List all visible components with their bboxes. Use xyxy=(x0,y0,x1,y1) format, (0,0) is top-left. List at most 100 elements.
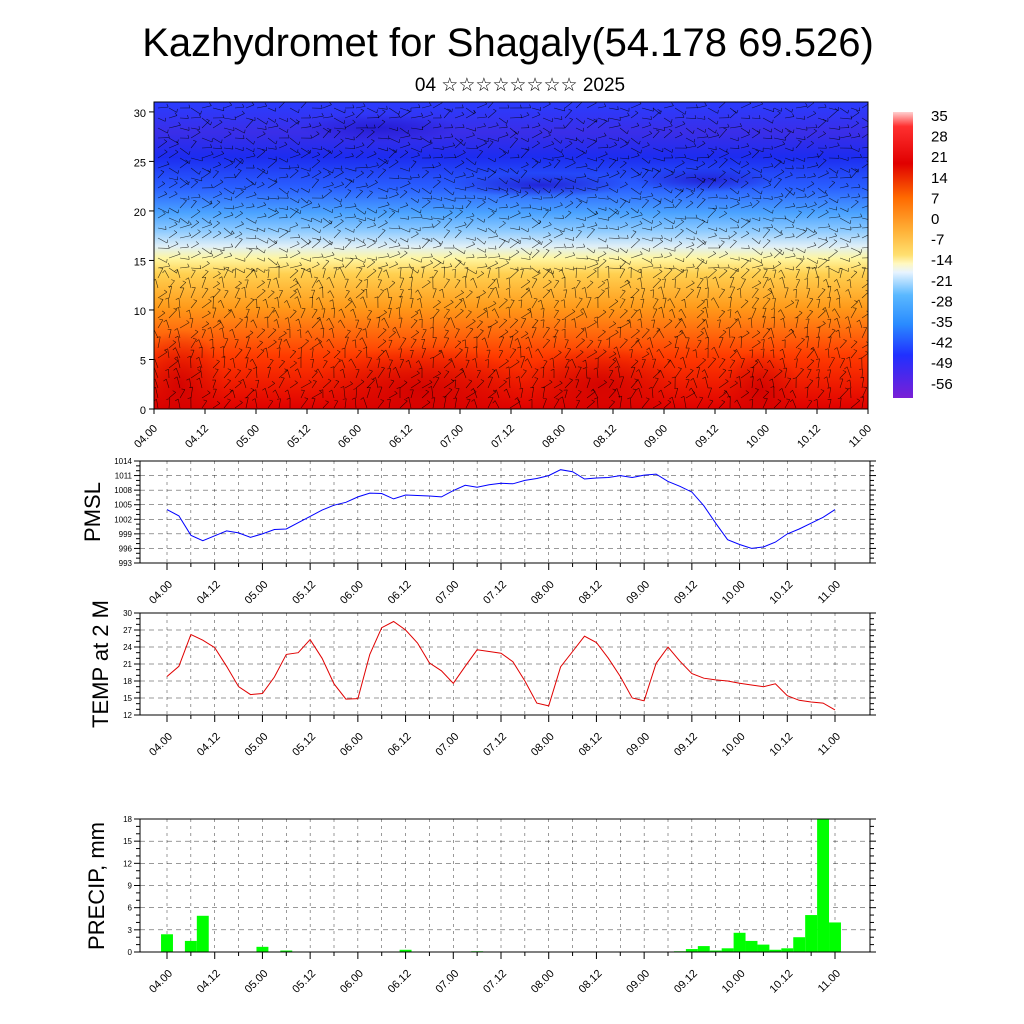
pmsl-frame xyxy=(139,460,871,564)
wind-barb-flag xyxy=(230,243,234,247)
wind-barb xyxy=(472,277,478,289)
wind-barb xyxy=(651,387,654,399)
wind-barb xyxy=(300,187,310,193)
wind-barb-flag xyxy=(824,239,829,242)
wind-barb-flag xyxy=(870,201,872,204)
wind-barb xyxy=(168,115,178,119)
wind-barb-flag xyxy=(541,386,545,388)
precip-bar xyxy=(793,937,806,952)
wind-barb xyxy=(740,392,749,399)
wind-barb xyxy=(782,358,786,369)
wind-barb-flag xyxy=(188,232,192,236)
wind-barb xyxy=(418,360,423,369)
wind-barb-flag xyxy=(726,194,728,199)
wind-barb xyxy=(399,177,412,180)
wind-barb-flag xyxy=(754,360,759,363)
wind-barb-flag xyxy=(860,396,864,398)
wind-barb-flag xyxy=(320,104,323,109)
wind-barb xyxy=(729,157,740,165)
wind-barb xyxy=(696,127,706,133)
wind-barb-flag xyxy=(536,140,540,144)
wind-barb xyxy=(443,301,454,309)
x-tick-label: 10.12 xyxy=(795,423,823,451)
wind-barb-flag xyxy=(253,191,257,195)
wind-barb xyxy=(729,197,740,201)
wind-barb xyxy=(861,396,865,409)
wind-barb xyxy=(637,379,643,389)
wind-barb xyxy=(190,132,201,139)
wind-barb xyxy=(751,247,762,256)
wind-barb xyxy=(355,266,365,269)
wind-barb-flag xyxy=(779,276,783,280)
wind-barb-flag xyxy=(194,329,199,332)
wind-barb xyxy=(157,336,161,349)
wind-barb xyxy=(663,255,672,259)
x-tick-label: 05.00 xyxy=(243,731,271,759)
wind-barb xyxy=(839,185,849,189)
wind-barb xyxy=(575,298,583,309)
wind-barb-flag xyxy=(593,249,596,254)
wind-barb xyxy=(267,237,277,244)
wind-barb-flag xyxy=(239,318,243,321)
wind-barb-flag xyxy=(692,349,696,352)
colorbar-label: -49 xyxy=(931,355,953,372)
wind-barb xyxy=(443,330,449,339)
wind-barb xyxy=(729,177,738,183)
wind-barb-flag xyxy=(494,319,498,323)
wind-barb xyxy=(806,113,817,119)
wind-barb-flag xyxy=(447,317,452,320)
wind-barb xyxy=(278,247,288,253)
wind-barb xyxy=(278,398,281,409)
wind-barb-flag xyxy=(772,209,774,214)
wind-barb-flag xyxy=(407,180,411,184)
wind-barb-flag xyxy=(859,223,862,228)
wind-barb xyxy=(201,255,214,259)
wind-barb xyxy=(232,389,236,399)
wind-barb xyxy=(806,210,815,219)
wind-barb xyxy=(626,279,632,289)
wind-barb xyxy=(322,129,331,139)
wind-barb xyxy=(198,357,203,369)
wind-barb-flag xyxy=(757,378,761,381)
wind-barb xyxy=(564,212,572,219)
wind-barb xyxy=(410,115,423,119)
wind-barb xyxy=(641,329,650,339)
wind-barb-flag xyxy=(760,102,763,105)
wind-barb-flag xyxy=(651,220,653,224)
wind-barb-flag xyxy=(483,140,487,144)
wind-barb xyxy=(190,331,199,339)
wind-barb xyxy=(476,217,485,223)
wind-barb xyxy=(792,399,797,409)
wind-barb-flag xyxy=(668,129,673,132)
wind-barb xyxy=(486,307,489,319)
wind-barb-flag xyxy=(418,318,423,321)
wind-barb-flag xyxy=(287,129,289,133)
wind-barb xyxy=(685,379,690,389)
wind-barb xyxy=(333,215,342,219)
wind-barb-flag xyxy=(580,308,584,311)
wind-barb-flag xyxy=(768,327,772,331)
wind-barb xyxy=(201,247,211,255)
wind-barb xyxy=(836,279,841,289)
wind-barb-flag xyxy=(853,349,858,352)
wind-barb xyxy=(454,247,465,254)
wind-barb-flag xyxy=(429,357,434,359)
wind-barb-flag xyxy=(209,200,213,204)
wind-barb-flag xyxy=(502,151,507,154)
wind-barb-flag xyxy=(605,266,609,268)
wind-barb xyxy=(773,250,783,259)
wind-barb-flag xyxy=(593,316,598,319)
wind-barb xyxy=(355,290,365,299)
wind-barb xyxy=(839,107,848,114)
wind-barb-flag xyxy=(493,300,497,304)
wind-barb xyxy=(355,268,363,279)
wind-barb xyxy=(476,266,488,269)
wind-barb-flag xyxy=(859,368,863,370)
wind-barb xyxy=(861,377,865,389)
wind-barb xyxy=(377,137,390,140)
wind-barb-flag xyxy=(392,330,396,333)
wind-barb xyxy=(157,319,164,329)
wind-barb-flag xyxy=(857,233,860,237)
wind-barb xyxy=(432,126,442,129)
wind-barb-flag xyxy=(239,400,243,403)
